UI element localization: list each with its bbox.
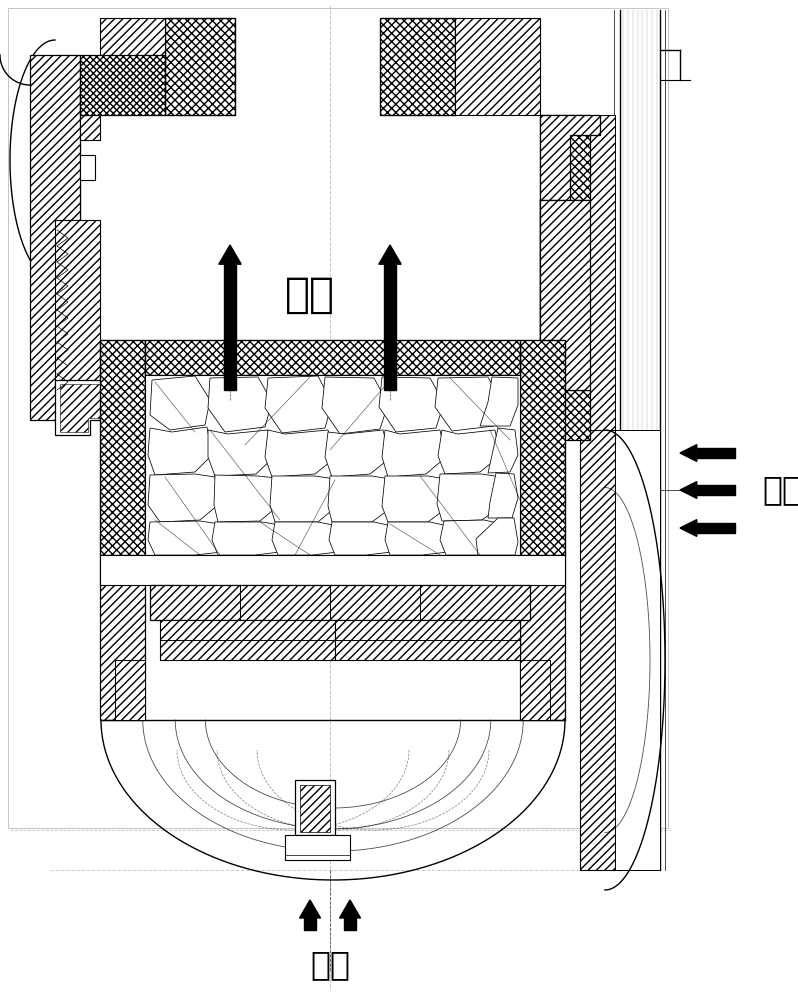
- Polygon shape: [520, 555, 565, 720]
- Polygon shape: [328, 476, 392, 522]
- Polygon shape: [380, 18, 455, 115]
- Bar: [80, 90, 100, 140]
- Polygon shape: [265, 430, 335, 477]
- Polygon shape: [540, 326, 558, 344]
- Polygon shape: [30, 55, 80, 420]
- Bar: [55, 55, 80, 395]
- Polygon shape: [150, 376, 210, 430]
- Polygon shape: [580, 430, 615, 870]
- Text: 进气: 进气: [762, 474, 798, 506]
- Polygon shape: [55, 220, 100, 390]
- Polygon shape: [382, 430, 446, 477]
- Bar: [8, 8, 668, 828]
- Polygon shape: [540, 344, 558, 362]
- Polygon shape: [285, 835, 350, 860]
- Polygon shape: [540, 398, 558, 416]
- Polygon shape: [520, 340, 565, 555]
- Polygon shape: [219, 245, 241, 264]
- Bar: [304, 918, 316, 930]
- Polygon shape: [265, 376, 332, 433]
- Polygon shape: [540, 272, 558, 290]
- Bar: [384, 264, 397, 390]
- Polygon shape: [540, 390, 590, 440]
- Polygon shape: [100, 18, 165, 115]
- Polygon shape: [480, 377, 518, 426]
- Polygon shape: [160, 620, 335, 660]
- Polygon shape: [540, 200, 558, 218]
- Polygon shape: [540, 200, 590, 390]
- Polygon shape: [80, 55, 165, 115]
- Polygon shape: [148, 474, 218, 522]
- Bar: [344, 918, 356, 930]
- Bar: [145, 375, 520, 555]
- Polygon shape: [440, 520, 502, 555]
- Polygon shape: [379, 377, 444, 432]
- Polygon shape: [540, 362, 558, 380]
- Polygon shape: [476, 518, 518, 555]
- Polygon shape: [435, 377, 502, 431]
- Polygon shape: [540, 254, 558, 272]
- Polygon shape: [212, 522, 280, 555]
- Polygon shape: [382, 476, 448, 522]
- Polygon shape: [208, 430, 274, 476]
- Polygon shape: [540, 236, 558, 254]
- Polygon shape: [165, 18, 235, 115]
- Polygon shape: [540, 308, 558, 326]
- Polygon shape: [437, 474, 502, 521]
- Bar: [697, 448, 735, 458]
- Polygon shape: [540, 115, 600, 200]
- Polygon shape: [270, 476, 336, 522]
- Polygon shape: [680, 482, 697, 498]
- Polygon shape: [488, 473, 518, 518]
- Text: 进气: 进气: [310, 948, 350, 982]
- Text: 出气: 出气: [285, 274, 335, 316]
- Polygon shape: [520, 660, 550, 720]
- Bar: [223, 264, 236, 390]
- Bar: [697, 523, 735, 533]
- Polygon shape: [115, 660, 145, 720]
- Polygon shape: [55, 380, 120, 435]
- Polygon shape: [580, 115, 615, 430]
- Polygon shape: [295, 780, 335, 835]
- Polygon shape: [335, 620, 520, 660]
- Bar: [697, 485, 735, 495]
- Polygon shape: [208, 377, 272, 432]
- Polygon shape: [329, 522, 392, 555]
- Polygon shape: [214, 475, 278, 522]
- Polygon shape: [540, 115, 590, 200]
- Bar: [80, 155, 95, 180]
- Polygon shape: [540, 416, 558, 434]
- Polygon shape: [148, 521, 222, 555]
- Polygon shape: [100, 340, 145, 555]
- Polygon shape: [385, 522, 448, 555]
- Polygon shape: [540, 380, 558, 398]
- Polygon shape: [100, 555, 565, 585]
- Polygon shape: [325, 430, 390, 477]
- Polygon shape: [680, 520, 697, 536]
- Polygon shape: [100, 555, 145, 720]
- Polygon shape: [455, 18, 540, 115]
- Polygon shape: [540, 290, 558, 308]
- Polygon shape: [150, 585, 530, 620]
- Polygon shape: [615, 430, 660, 870]
- Polygon shape: [322, 377, 388, 434]
- Polygon shape: [680, 445, 697, 461]
- Polygon shape: [438, 430, 500, 474]
- Polygon shape: [272, 522, 338, 555]
- Polygon shape: [540, 218, 558, 236]
- Polygon shape: [488, 428, 518, 473]
- Polygon shape: [339, 900, 361, 918]
- Polygon shape: [145, 340, 520, 375]
- Polygon shape: [299, 900, 321, 918]
- Polygon shape: [379, 245, 401, 264]
- Polygon shape: [148, 427, 212, 475]
